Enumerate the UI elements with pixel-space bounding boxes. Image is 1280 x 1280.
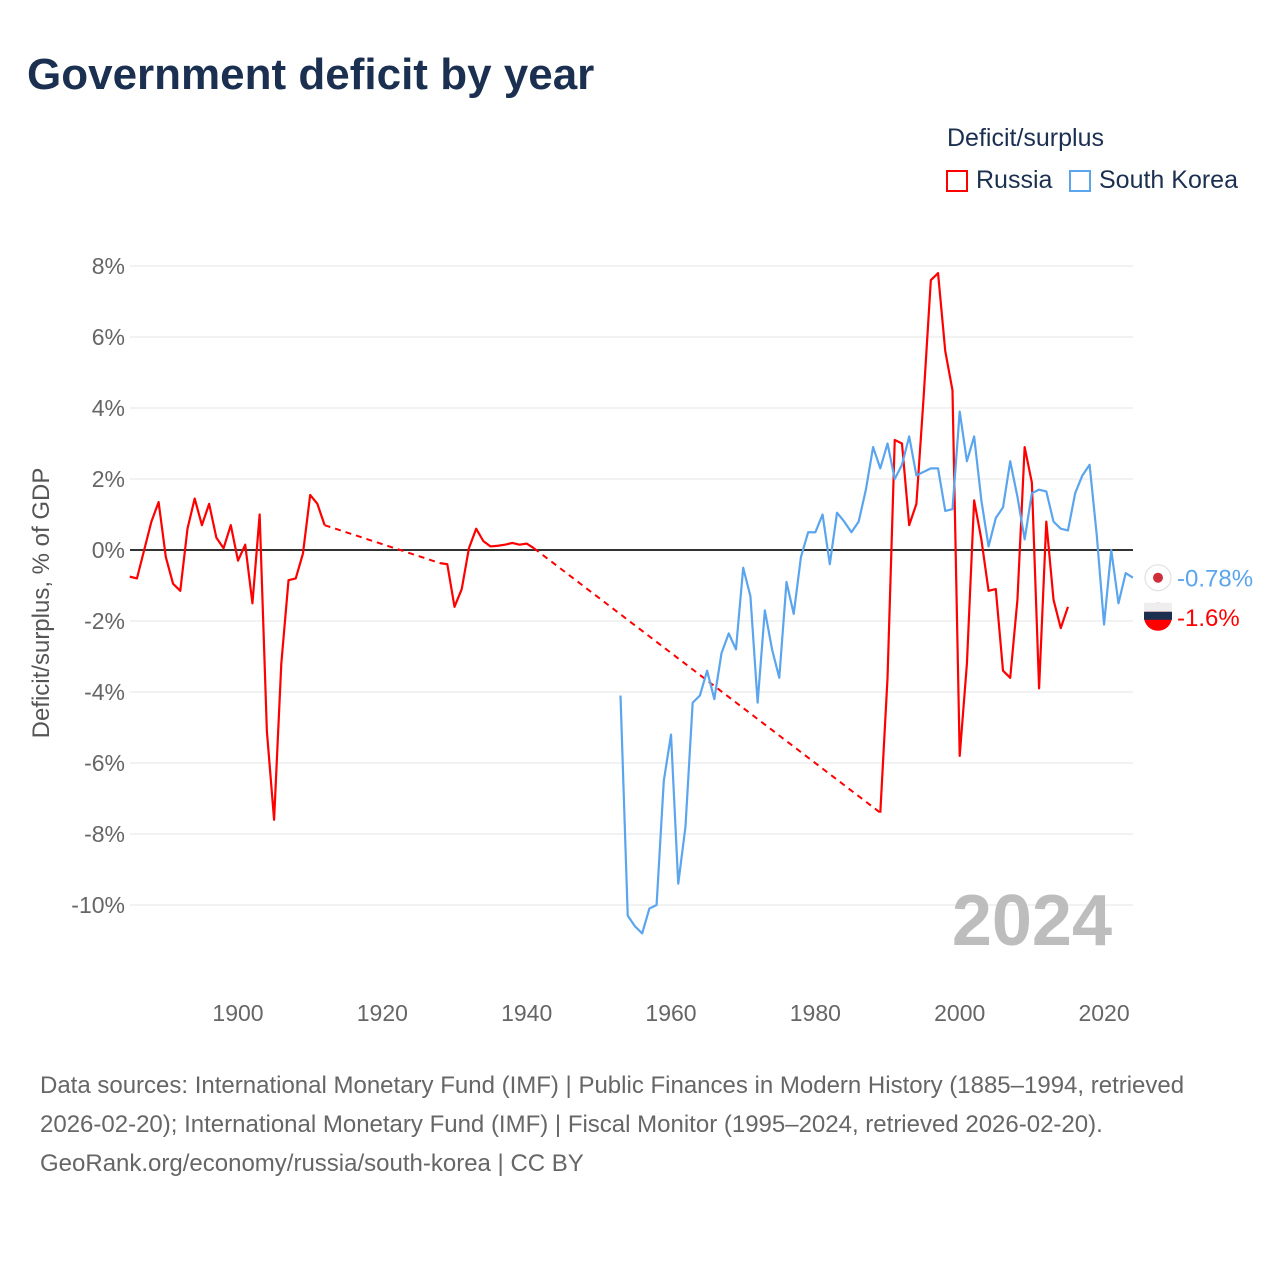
source-note: Data sources: International Monetary Fun…: [40, 1066, 1240, 1183]
chart-title: Government deficit by year: [27, 50, 595, 99]
end-label-russia: -1.6%: [1177, 605, 1240, 632]
legend-item-south-korea[interactable]: South Korea: [1069, 166, 1238, 195]
legend-title: Deficit/surplus: [947, 124, 1104, 152]
russia-flag-icon: [1144, 611, 1172, 620]
series-line-russia: [129, 493, 326, 821]
y-tick-label: 4%: [92, 395, 125, 421]
y-tick-label: 6%: [92, 324, 125, 350]
y-tick-label: 2%: [92, 466, 125, 492]
y-tick-label: 8%: [92, 253, 125, 279]
x-tick-label: 1920: [357, 1000, 408, 1026]
legend-label-russia: Russia: [976, 166, 1053, 194]
x-tick-label: 1900: [212, 1000, 263, 1026]
x-tick-label: 2020: [1078, 1000, 1129, 1026]
year-watermark: 2024: [952, 881, 1112, 961]
y-tick-label: -10%: [71, 892, 125, 918]
legend-item-russia[interactable]: Russia: [946, 166, 1052, 195]
legend-swatch-russia: [946, 169, 968, 192]
end-label-south-korea: -0.78%: [1177, 566, 1253, 593]
series-gap-russia: [533, 547, 881, 814]
x-tick-label: 2000: [934, 1000, 985, 1026]
series-line-russia: [879, 272, 1069, 813]
y-tick-label: -6%: [84, 750, 125, 776]
y-tick-label: -8%: [84, 821, 125, 847]
series-line-south-korea: [619, 410, 1134, 935]
source-link[interactable]: GeoRank.org/economy/russia/south-korea |…: [40, 1150, 584, 1177]
x-tick-label: 1940: [501, 1000, 552, 1026]
x-tick-label: 1980: [790, 1000, 841, 1026]
russia-flag-icon: [1144, 602, 1172, 612]
series-gap-russia: [324, 524, 441, 565]
source-text: Data sources: International Monetary Fun…: [40, 1072, 1185, 1138]
x-tick-label: 1960: [645, 1000, 696, 1026]
legend-swatch-south-korea: [1069, 169, 1091, 192]
y-tick-label: 0%: [92, 537, 125, 563]
legend-label-south-korea: South Korea: [1099, 166, 1238, 194]
chart-plot: 8% 6% 4% 2% 0% -2% -4% -6% -8% -10% 1900 1920 1940 19…: [71, 253, 1253, 1026]
series-line-russia: [439, 527, 535, 608]
y-tick-label: -4%: [84, 679, 125, 705]
y-tick-label: -2%: [84, 608, 125, 634]
south-korea-flag-icon: [1153, 572, 1163, 583]
